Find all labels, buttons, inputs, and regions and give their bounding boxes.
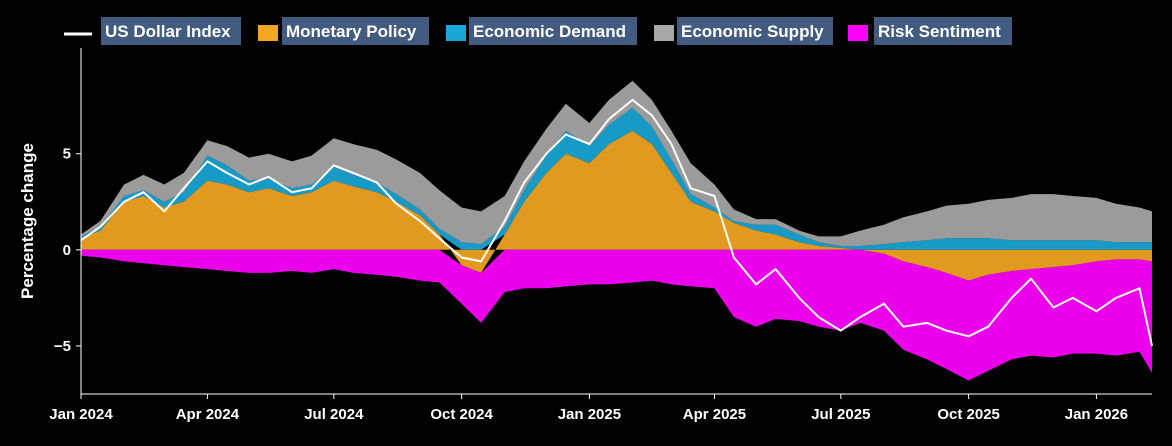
- x-tick-label: Apr 2025: [683, 406, 746, 423]
- axes: −5 0 5 Jan 2024 Apr 2024 Jul 2024 Oct 2024 Jan …: [49, 48, 1152, 423]
- legend-label-box: [469, 17, 637, 45]
- legend-label: Monetary Policy: [286, 22, 417, 41]
- x-tick-label: Jul 2025: [811, 406, 870, 423]
- x-tick-label: Apr 2024: [176, 406, 240, 423]
- area-economic-demand: [81, 107, 1152, 250]
- y-tick-label: 0: [63, 242, 71, 259]
- legend-label-box: [282, 17, 429, 45]
- legend-item-monetary-policy: Monetary Policy: [258, 17, 429, 45]
- legend-item-economic-supply: Economic Supply: [654, 17, 833, 45]
- y-tick-label: 5: [63, 146, 71, 163]
- legend-item-risk-sentiment: Risk Sentiment: [848, 17, 1012, 45]
- line-us-dollar-index: [80, 98, 1153, 347]
- legend-label: Economic Supply: [681, 22, 824, 41]
- legend: US Dollar Index Monetary Policy Economic D…: [64, 17, 1012, 45]
- x-tick-label: Oct 2025: [937, 406, 1000, 423]
- x-tick-label: Oct 2024: [430, 406, 493, 423]
- y-tick-label: −5: [54, 338, 71, 355]
- x-tick-label: Jan 2024: [49, 406, 113, 423]
- legend-label-box: [874, 17, 1012, 45]
- legend-label: Economic Demand: [473, 22, 626, 41]
- line-layer: [80, 98, 1153, 347]
- area-risk-sentiment: [81, 249, 1152, 381]
- x-tick-label: Jan 2026: [1065, 406, 1128, 423]
- legend-marker: [446, 25, 466, 41]
- legend-marker: [654, 25, 674, 41]
- x-tick-label: Jan 2025: [558, 406, 621, 423]
- legend-marker: [848, 25, 868, 41]
- legend-label: US Dollar Index: [105, 22, 231, 41]
- legend-item-economic-demand: Economic Demand: [446, 17, 637, 45]
- legend-label-box: [101, 17, 241, 45]
- legend-marker: [258, 25, 278, 41]
- x-tick-label: Jul 2024: [304, 406, 364, 423]
- y-axis-title: Percentage change: [18, 143, 37, 299]
- legend-label-box: [677, 17, 833, 45]
- legend-item-us-dollar-index: US Dollar Index: [64, 17, 241, 45]
- area-monetary-policy: [81, 130, 1152, 281]
- legend-label: Risk Sentiment: [878, 22, 1001, 41]
